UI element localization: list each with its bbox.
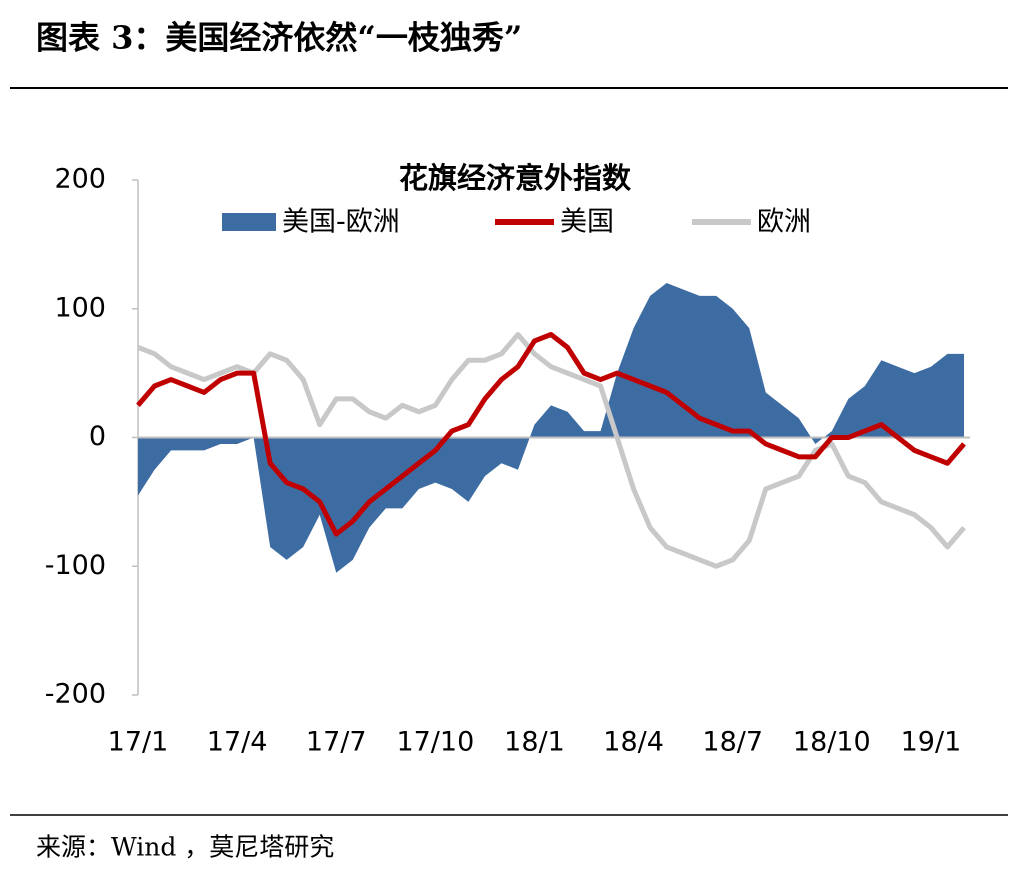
x-tick-label: 19/1 bbox=[901, 727, 962, 758]
x-tick-label: 18/4 bbox=[603, 727, 664, 758]
x-tick-label: 17/1 bbox=[108, 727, 169, 758]
y-tick-label: 200 bbox=[54, 164, 106, 195]
x-tick-label: 17/4 bbox=[207, 727, 268, 758]
y-tick-label: 0 bbox=[89, 421, 106, 452]
y-tick-label: -200 bbox=[45, 679, 106, 710]
series-line bbox=[136, 332, 966, 537]
y-tick-label: -100 bbox=[45, 550, 106, 581]
x-tick-label: 17/10 bbox=[396, 727, 474, 758]
x-tick-label: 17/7 bbox=[306, 727, 367, 758]
source: 来源：Wind ，莫尼塔研究 bbox=[36, 833, 334, 862]
x-tick-label: 18/7 bbox=[702, 727, 763, 758]
x-tick-label: 18/1 bbox=[504, 727, 565, 758]
legend-swatch bbox=[222, 213, 276, 231]
y-tick-label: 100 bbox=[54, 292, 106, 323]
legend-label: 美国-欧洲 bbox=[282, 207, 400, 238]
chart-title: 花旗经济意外指数 bbox=[399, 161, 632, 195]
difference-area bbox=[138, 283, 964, 573]
x-tick-label: 18/10 bbox=[793, 727, 871, 758]
page-title: 图表 3：美国经济依然“一枝独秀” bbox=[36, 19, 522, 57]
legend-label: 欧洲 bbox=[757, 207, 811, 238]
legend-label: 美国 bbox=[560, 207, 614, 238]
